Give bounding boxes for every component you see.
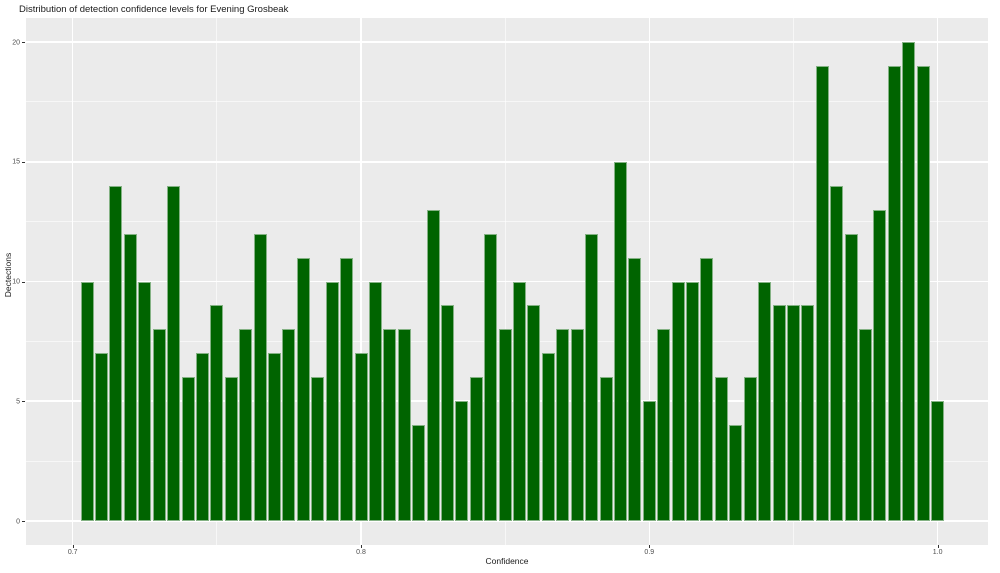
y-tick-label: 10 (12, 278, 20, 286)
histogram-bar (743, 377, 757, 521)
histogram-bar (440, 305, 454, 521)
histogram-bar (772, 305, 786, 521)
y-minor-gridline (26, 221, 988, 223)
y-tick-label: 20 (12, 39, 20, 46)
histogram-bar (383, 329, 397, 521)
y-axis-title: Dectections (3, 252, 13, 298)
histogram-bar (613, 161, 627, 521)
x-tick-label: 1.0 (932, 549, 943, 556)
x-major-gridline (936, 18, 939, 545)
histogram-bar (844, 233, 858, 521)
x-major-gridline (71, 18, 74, 545)
y-tick-label: 15 (12, 158, 20, 166)
y-minor-gridline (26, 101, 988, 103)
x-minor-gridline (216, 18, 218, 545)
histogram-bar (642, 401, 656, 521)
histogram-bar (455, 401, 469, 521)
histogram-bar (916, 65, 930, 521)
x-major-gridline (360, 18, 362, 545)
histogram-bar (181, 377, 195, 521)
histogram-bar (325, 281, 339, 521)
y-major-gridline (26, 160, 988, 163)
histogram-bar (801, 305, 815, 521)
x-minor-gridline (793, 18, 794, 545)
x-tick-label: 0.9 (644, 549, 655, 556)
histogram-bar (628, 257, 642, 521)
y-major-gridline (26, 520, 988, 522)
x-axis-title: Confidence (485, 556, 529, 566)
histogram-bar (109, 185, 123, 521)
histogram-bar (686, 281, 700, 521)
histogram-bar (729, 425, 743, 521)
histogram-bar (786, 305, 800, 521)
x-tick-mark (72, 545, 74, 548)
histogram-bar (210, 305, 224, 521)
histogram-bar (253, 233, 267, 521)
histogram-bar (311, 377, 325, 521)
histogram-bar (80, 281, 94, 521)
histogram-bar (95, 353, 109, 521)
histogram-bar (873, 209, 887, 521)
y-major-gridline (26, 280, 988, 283)
histogram-bar (397, 329, 411, 521)
y-tick-mark (22, 521, 25, 522)
y-tick-label: 0 (16, 518, 20, 525)
histogram-bar (714, 377, 728, 521)
histogram-bar (412, 425, 426, 521)
histogram-bar (887, 65, 901, 521)
histogram-bar (830, 185, 844, 521)
histogram-bar (585, 233, 599, 521)
histogram-bar (541, 353, 555, 521)
histogram-bar (224, 377, 238, 521)
histogram-bar (138, 281, 152, 521)
x-tick-mark (361, 545, 362, 548)
y-tick-mark (22, 401, 25, 403)
histogram-bar (426, 209, 440, 521)
y-tick-mark (22, 281, 25, 283)
histogram-bar (657, 329, 671, 521)
histogram-bar (527, 305, 541, 521)
histogram-bar (469, 377, 483, 521)
histogram-bar (195, 353, 209, 521)
x-tick-mark (649, 545, 651, 548)
plot-panel (26, 18, 988, 545)
histogram-bar (931, 401, 945, 521)
x-tick-mark (937, 545, 939, 548)
histogram-bar (902, 42, 916, 521)
x-tick-label: 0.8 (356, 549, 366, 556)
plot-title: Distribution of detection confidence lev… (19, 4, 289, 15)
x-tick-label: 0.7 (67, 549, 78, 556)
histogram-bar (268, 353, 281, 521)
histogram-bar (859, 329, 873, 521)
histogram-bar (700, 257, 714, 521)
histogram-bar (282, 329, 296, 521)
histogram-bar (484, 233, 498, 521)
y-tick-mark (22, 42, 25, 43)
x-minor-gridline (504, 18, 506, 545)
histogram-bar (599, 377, 613, 521)
histogram-bar (513, 281, 527, 521)
y-tick-mark (22, 161, 25, 163)
histogram-bar (556, 329, 570, 521)
histogram-bar (671, 281, 685, 521)
histogram-bar (167, 185, 181, 521)
histogram-bar (354, 353, 368, 521)
histogram-bar (239, 329, 253, 521)
histogram-bar (570, 329, 584, 521)
histogram-bar (296, 257, 310, 521)
x-major-gridline (648, 18, 651, 545)
histogram-bar (498, 329, 512, 521)
histogram-bar (123, 233, 137, 521)
histogram-bar (815, 65, 829, 521)
histogram-bar (758, 281, 772, 521)
histogram-bar (340, 257, 354, 521)
histogram-bar (152, 329, 166, 521)
y-major-gridline (26, 41, 988, 43)
histogram-bar (368, 281, 382, 521)
y-tick-label: 5 (16, 398, 20, 406)
